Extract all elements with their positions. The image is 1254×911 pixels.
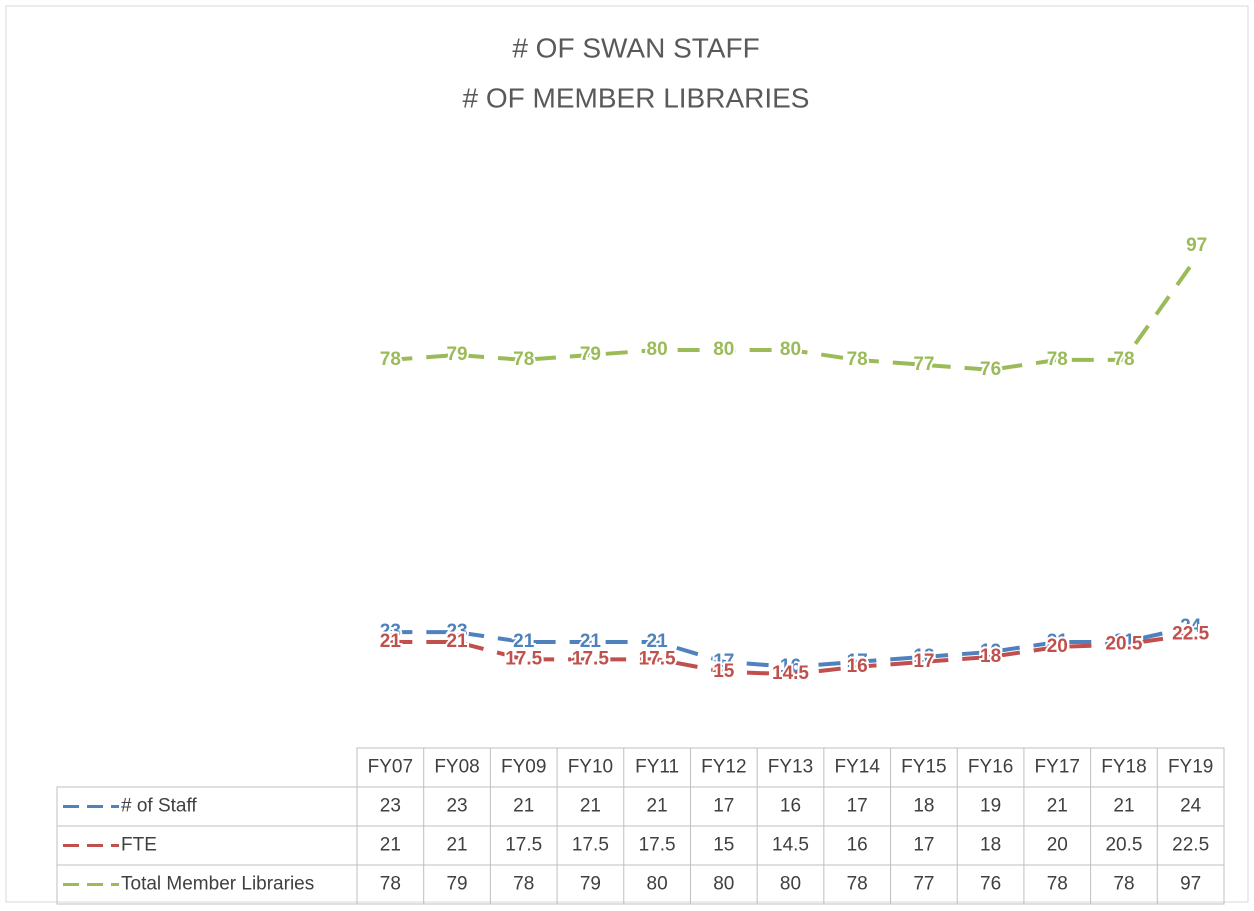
table-cell: 21 xyxy=(647,796,668,817)
table-cell: 17.5 xyxy=(639,835,676,856)
table-cell: 16 xyxy=(847,835,868,856)
x-tick-label: FY09 xyxy=(501,757,546,778)
table-cell: 80 xyxy=(780,874,801,895)
x-tick-label: FY19 xyxy=(1168,757,1213,778)
x-tick-label: FY08 xyxy=(434,757,479,778)
x-tick-label: FY14 xyxy=(834,757,880,778)
data-label: 79 xyxy=(580,344,601,365)
data-label: 23 xyxy=(446,621,467,642)
data-label: 17.5 xyxy=(572,648,609,669)
data-label: 23 xyxy=(380,621,401,642)
data-label: 16 xyxy=(847,656,868,677)
series-line xyxy=(390,264,1193,372)
chart-title: # OF SWAN STAFF xyxy=(512,32,759,63)
x-tick-label: FY13 xyxy=(768,757,813,778)
table-cell: 78 xyxy=(513,874,534,895)
chart-border xyxy=(5,5,1249,903)
table-cell: 21 xyxy=(1047,796,1068,817)
table-cell: 78 xyxy=(1047,874,1068,895)
x-tick-label: FY12 xyxy=(701,757,746,778)
data-label: 17.5 xyxy=(505,648,542,669)
data-label: 19 xyxy=(980,641,1001,662)
table-cell: 17 xyxy=(913,835,934,856)
x-tick-label: FY15 xyxy=(901,757,946,778)
x-tick-label: FY07 xyxy=(368,757,413,778)
x-tick-label: FY16 xyxy=(968,757,1013,778)
data-label: 78 xyxy=(1113,349,1134,370)
x-tick-label: FY17 xyxy=(1035,757,1080,778)
table-cell: 23 xyxy=(380,796,401,817)
table-cell: 97 xyxy=(1180,874,1201,895)
table-cell: 21 xyxy=(446,835,467,856)
data-label: 80 xyxy=(647,339,668,360)
chart-title: # OF MEMBER LIBRARIES xyxy=(463,82,810,113)
series-line xyxy=(390,632,1191,677)
data-label: 15 xyxy=(713,661,735,682)
table-cell: 78 xyxy=(380,874,401,895)
table-cell: 18 xyxy=(980,835,1001,856)
legend-label: # of Staff xyxy=(121,796,197,817)
table-cell: 76 xyxy=(980,874,1001,895)
table-cell: 15 xyxy=(713,835,734,856)
data-label: 77 xyxy=(913,354,934,375)
table-cell: 17.5 xyxy=(505,835,542,856)
data-label: 80 xyxy=(713,339,734,360)
table-cell: 21 xyxy=(513,796,534,817)
table-cell: 18 xyxy=(913,796,934,817)
data-label: 21 xyxy=(647,631,669,652)
data-label: 78 xyxy=(847,349,868,370)
data-label: 17 xyxy=(913,651,934,672)
table-cell: 21 xyxy=(580,796,601,817)
data-label: 80 xyxy=(780,339,801,360)
table-cell: 14.5 xyxy=(772,835,809,856)
x-tick-label: FY18 xyxy=(1101,757,1146,778)
table-cell: 23 xyxy=(446,796,467,817)
data-label: 21 xyxy=(380,631,402,652)
data-label: 76 xyxy=(980,359,1001,380)
data-label: 21 xyxy=(1113,631,1135,652)
data-label: 14.5 xyxy=(772,663,809,684)
x-tick-label: FY10 xyxy=(568,757,613,778)
table-cell: 24 xyxy=(1180,796,1202,817)
table-cell: 17 xyxy=(847,796,868,817)
table-cell: 17 xyxy=(713,796,734,817)
data-label: 97 xyxy=(1186,235,1207,256)
data-label: 78 xyxy=(1047,349,1068,370)
data-label: 20 xyxy=(1047,636,1068,657)
table-cell: 80 xyxy=(647,874,668,895)
legend-label: Total Member Libraries xyxy=(121,874,314,895)
table-cell: 16 xyxy=(780,796,801,817)
table-cell: 22.5 xyxy=(1172,835,1209,856)
table-cell: 78 xyxy=(847,874,868,895)
data-label: 21 xyxy=(580,631,602,652)
data-label: 79 xyxy=(446,344,467,365)
table-cell: 21 xyxy=(380,835,401,856)
data-label: 78 xyxy=(513,349,534,370)
table-cell: 21 xyxy=(1113,796,1134,817)
table-cell: 17.5 xyxy=(572,835,609,856)
table-cell: 80 xyxy=(713,874,734,895)
data-label: 21 xyxy=(513,631,535,652)
table-cell: 20 xyxy=(1047,835,1068,856)
series-line xyxy=(390,625,1192,669)
table-cell: 79 xyxy=(580,874,601,895)
data-label: 78 xyxy=(380,349,401,370)
table-cell: 19 xyxy=(980,796,1001,817)
table-cell: 20.5 xyxy=(1105,835,1142,856)
data-label: 22.5 xyxy=(1172,624,1209,645)
data-label: 17.5 xyxy=(639,648,676,669)
table-cell: 78 xyxy=(1113,874,1134,895)
x-tick-label: FY11 xyxy=(635,757,679,778)
data-label: 20.5 xyxy=(1105,634,1142,655)
data-label: 18 xyxy=(980,646,1001,667)
table-cell: 77 xyxy=(913,874,934,895)
table-cell: 79 xyxy=(446,874,467,895)
data-label: 21 xyxy=(446,631,468,652)
legend-label: FTE xyxy=(121,835,157,856)
